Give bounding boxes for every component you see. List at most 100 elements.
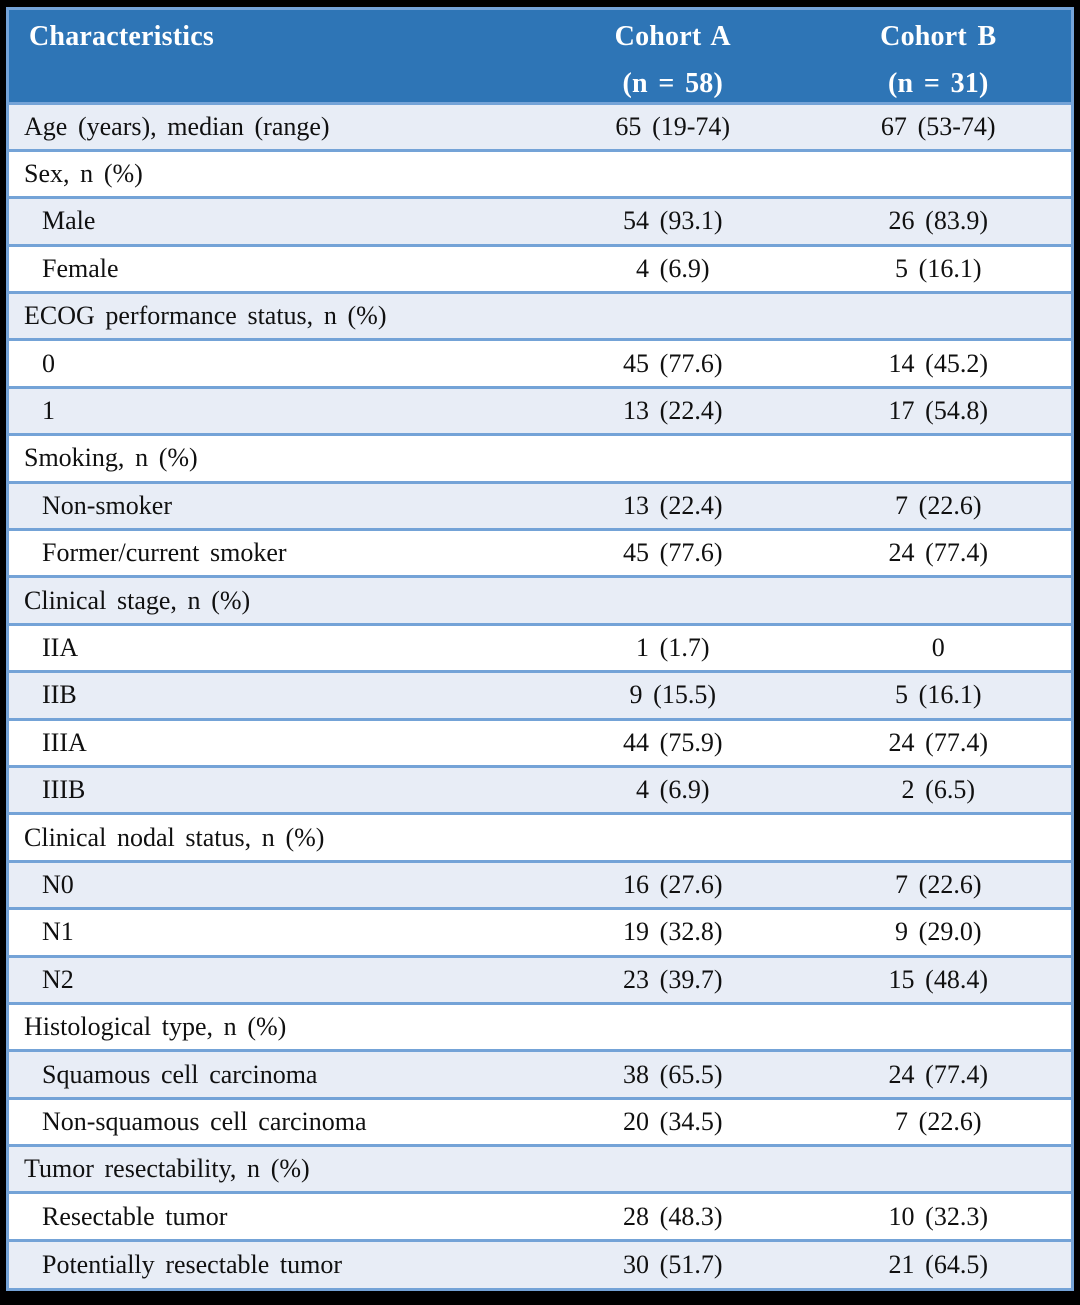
row-label: N0 (9, 859, 540, 909)
cohort-a-value: 9 (15.5) (540, 670, 806, 720)
cohort-b-value: 17 (54.8) (805, 385, 1071, 435)
table-row: Resectable tumor 28 (48.3) 10 (32.3) (9, 1191, 1071, 1241)
cohort-b-value: 24 (77.4) (805, 717, 1071, 767)
row-label: Potentially resectable tumor (9, 1238, 540, 1288)
row-label: IIIA (9, 717, 540, 767)
characteristics-table: Characteristics Cohort A (n = 58) Cohort… (9, 10, 1071, 1288)
cohort-a-value (540, 812, 806, 862)
cohort-a-value (540, 1144, 806, 1193)
cohort-b-value (805, 1144, 1071, 1193)
row-label: Resectable tumor (9, 1191, 540, 1241)
cohort-b-value: 7 (22.6) (805, 1096, 1071, 1146)
table-row: IIIB 4 (6.9) 2 (6.5) (9, 764, 1071, 814)
row-label: Sex, n (%) (9, 148, 540, 198)
cohort-a-value: 30 (51.7) (540, 1238, 806, 1288)
cohort-a-value: 23 (39.7) (540, 954, 806, 1004)
cohort-a-value: 45 (77.6) (540, 338, 806, 388)
row-label: Former/current smoker (9, 528, 540, 577)
cohort-b-value: 15 (48.4) (805, 954, 1071, 1004)
cohort-b-value: 2 (6.5) (805, 764, 1071, 814)
cohort-a-value: 38 (65.5) (540, 1049, 806, 1099)
cohort-a-value: 65 (19-74) (540, 101, 806, 151)
category-row: ECOG performance status, n (%) (9, 291, 1071, 340)
cohort-b-value: 14 (45.2) (805, 338, 1071, 388)
cohort-a-value: 16 (27.6) (540, 859, 806, 909)
cohort-b-value (805, 148, 1071, 198)
cohort-a-value: 45 (77.6) (540, 528, 806, 577)
row-label: Male (9, 196, 540, 246)
table-row: 1 13 (22.4) 17 (54.8) (9, 385, 1071, 435)
cohort-b-value (805, 575, 1071, 625)
cohort-b-value (805, 433, 1071, 483)
cohort-a-value (540, 1001, 806, 1051)
row-label: IIB (9, 670, 540, 720)
row-label: Smoking, n (%) (9, 433, 540, 483)
table-row: Non-squamous cell carcinoma 20 (34.5) 7 (2… (9, 1096, 1071, 1146)
table-row: Female 4 (6.9) 5 (16.1) (9, 243, 1071, 293)
cohort-a-title: Cohort A (614, 21, 731, 52)
cohort-a-n: (n = 58) (622, 68, 723, 99)
row-label: IIA (9, 622, 540, 672)
header-row: Characteristics Cohort A (n = 58) Cohort… (9, 10, 1071, 103)
header-characteristics-label: Characteristics (29, 21, 214, 52)
cohort-a-value: 13 (22.4) (540, 480, 806, 530)
table-row: Age (years), median (range) 65 (19-74) 67 … (9, 101, 1071, 151)
cohort-b-value (805, 291, 1071, 340)
row-label: Non-squamous cell carcinoma (9, 1096, 540, 1146)
cohort-a-value: 1 (1.7) (540, 622, 806, 672)
table-row: Non-smoker 13 (22.4) 7 (22.6) (9, 480, 1071, 530)
row-label: Age (years), median (range) (9, 101, 540, 151)
patient-characteristics-table: Characteristics Cohort A (n = 58) Cohort… (6, 7, 1074, 1291)
table-row: 0 45 (77.6) 14 (45.2) (9, 338, 1071, 388)
cohort-b-value: 21 (64.5) (805, 1238, 1071, 1288)
cohort-a-value: 19 (32.8) (540, 907, 806, 957)
table-row: IIB 9 (15.5) 5 (16.1) (9, 670, 1071, 720)
table-row: Male 54 (93.1) 26 (83.9) (9, 196, 1071, 246)
cohort-b-value: 7 (22.6) (805, 480, 1071, 530)
cohort-b-value: 67 (53-74) (805, 101, 1071, 151)
table-row: IIIA 44 (75.9) 24 (77.4) (9, 717, 1071, 767)
category-row: Histological type, n (%) (9, 1001, 1071, 1051)
cohort-b-value: 5 (16.1) (805, 670, 1071, 720)
table-row: Potentially resectable tumor 30 (51.7) 21 … (9, 1238, 1071, 1288)
row-label: Tumor resectability, n (%) (9, 1144, 540, 1193)
category-row: Clinical nodal status, n (%) (9, 812, 1071, 862)
row-label: ECOG performance status, n (%) (9, 291, 540, 340)
row-label: Histological type, n (%) (9, 1001, 540, 1051)
header-characteristics: Characteristics (9, 10, 540, 103)
cohort-b-value: 24 (77.4) (805, 528, 1071, 577)
category-row: Sex, n (%) (9, 148, 1071, 198)
table-row: Former/current smoker 45 (77.6) 24 (77.4) (9, 528, 1071, 577)
row-label: Clinical nodal status, n (%) (9, 812, 540, 862)
cohort-b-title: Cohort B (880, 21, 997, 52)
cohort-b-value (805, 1001, 1071, 1051)
table-row: N0 16 (27.6) 7 (22.6) (9, 859, 1071, 909)
row-label: 1 (9, 385, 540, 435)
table-header: Characteristics Cohort A (n = 58) Cohort… (9, 10, 1071, 103)
cohort-b-value: 24 (77.4) (805, 1049, 1071, 1099)
category-row: Clinical stage, n (%) (9, 575, 1071, 625)
row-label: 0 (9, 338, 540, 388)
category-row: Tumor resectability, n (%) (9, 1144, 1071, 1193)
row-label: N1 (9, 907, 540, 957)
row-label: N2 (9, 954, 540, 1004)
row-label: Squamous cell carcinoma (9, 1049, 540, 1099)
row-label: Clinical stage, n (%) (9, 575, 540, 625)
cohort-a-value: 4 (6.9) (540, 764, 806, 814)
table-row: N2 23 (39.7) 15 (48.4) (9, 954, 1071, 1004)
cohort-a-value (540, 148, 806, 198)
cohort-a-value (540, 291, 806, 340)
row-label: IIIB (9, 764, 540, 814)
row-label: Female (9, 243, 540, 293)
header-cohort-b: Cohort B (n = 31) (805, 10, 1071, 103)
cohort-b-value: 9 (29.0) (805, 907, 1071, 957)
cohort-b-value: 0 (805, 622, 1071, 672)
row-label: Non-smoker (9, 480, 540, 530)
cohort-b-value: 5 (16.1) (805, 243, 1071, 293)
cohort-b-value: 26 (83.9) (805, 196, 1071, 246)
cohort-a-value: 54 (93.1) (540, 196, 806, 246)
cohort-a-value: 4 (6.9) (540, 243, 806, 293)
table-body: Age (years), median (range) 65 (19-74) 67 … (9, 101, 1071, 1288)
header-cohort-a: Cohort A (n = 58) (540, 10, 806, 103)
table-row: N1 19 (32.8) 9 (29.0) (9, 907, 1071, 957)
